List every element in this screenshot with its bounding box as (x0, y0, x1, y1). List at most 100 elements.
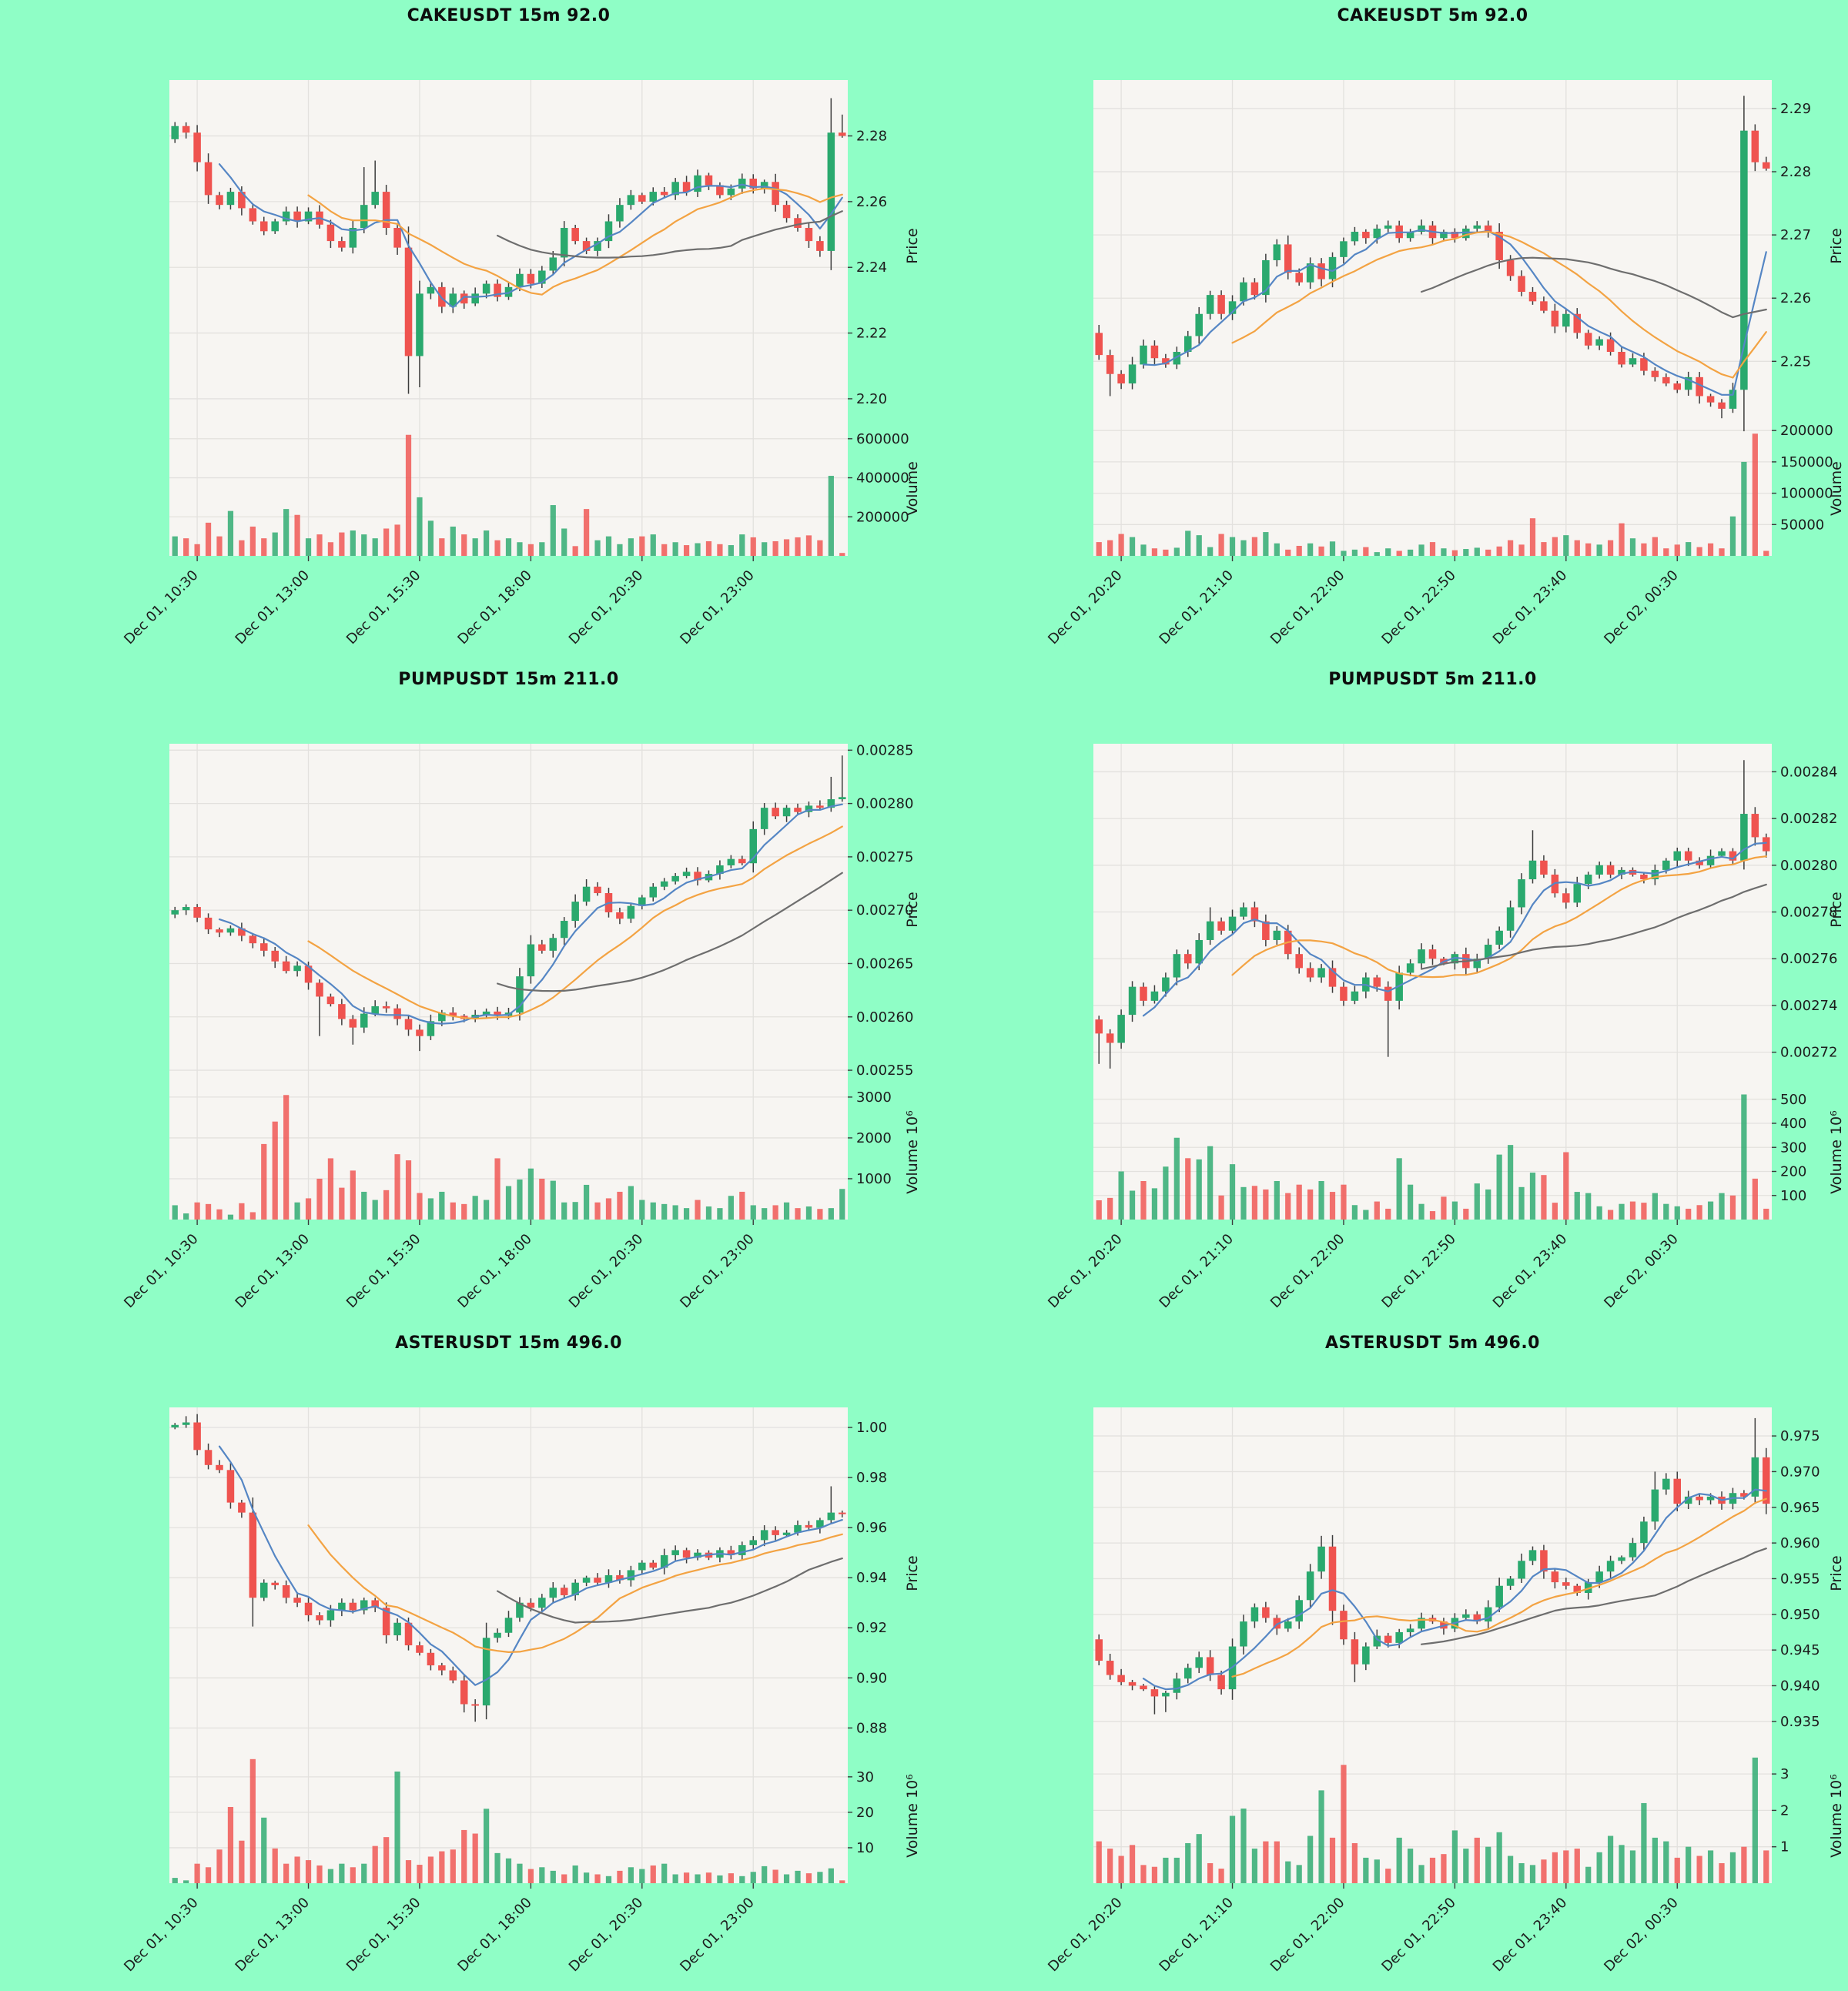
volume-bar (1096, 1841, 1102, 1883)
volume-bar (183, 1880, 189, 1883)
volume-bar (205, 1867, 212, 1883)
volume-bar (605, 1198, 612, 1220)
chart-title: ASTERUSDT 15m 496.0 (395, 1333, 622, 1353)
volume-bar (1629, 1201, 1636, 1220)
candle-body (1506, 259, 1515, 276)
candle-body (404, 1622, 413, 1646)
candle-body (516, 1602, 524, 1618)
volume-bar (1118, 1855, 1124, 1883)
candle-body (1317, 968, 1325, 978)
candle-body (1373, 1635, 1381, 1647)
price-tick-label: 0.00280 (856, 796, 913, 812)
volume-bar (1196, 1834, 1202, 1883)
candle-body (1495, 1585, 1503, 1608)
volume-bar (1351, 1205, 1358, 1220)
x-tick-label: Dec 01, 23:00 (677, 1231, 757, 1311)
volume-bar (305, 1860, 312, 1883)
candle-body (316, 1615, 323, 1621)
candle-body (427, 1652, 435, 1666)
candle-body (293, 1598, 301, 1603)
volume-bar (728, 1873, 734, 1883)
ma-line-mid (1231, 1497, 1767, 1678)
volume-bar (1240, 540, 1247, 556)
candle-body (616, 1574, 624, 1581)
candle-body (1551, 1571, 1559, 1583)
candle-body (1273, 1618, 1281, 1629)
volume-bar (1663, 1203, 1669, 1220)
price-tick-label: 0.970 (1780, 1464, 1820, 1480)
candle-body (638, 195, 646, 202)
volume-bar (1173, 1137, 1180, 1220)
candle-body (182, 1422, 190, 1425)
volume-bar (1619, 523, 1625, 556)
volume-bar (1518, 1862, 1525, 1883)
candles-layer (171, 1414, 846, 1722)
volume-bar (839, 1189, 845, 1220)
candle-body (1317, 1546, 1325, 1572)
volume-bar (439, 538, 445, 556)
candle-body (226, 1470, 235, 1503)
candle-body (1451, 954, 1459, 964)
volume-bar (205, 522, 212, 556)
volume-bar (583, 1872, 590, 1883)
volume-bar (1318, 546, 1324, 556)
price-tick-label: 0.00284 (1780, 764, 1837, 780)
candle-body (504, 1618, 513, 1633)
candle-body (504, 286, 513, 297)
chart-canvas: 0.935 0.940 0.945 0.950 0.955 0.960 0.965 0.970… (1045, 1407, 1845, 1975)
volume-bar (1663, 548, 1669, 556)
volume-bar (750, 537, 756, 556)
volume-bar (1496, 1154, 1502, 1220)
volume-bar (1385, 548, 1391, 556)
candle-body (1173, 954, 1181, 978)
volume-bar (817, 1209, 823, 1220)
candle-body (494, 1632, 501, 1638)
volume-bar (1696, 547, 1702, 556)
candle-body (393, 1008, 401, 1019)
candle-body (1751, 1457, 1759, 1497)
volume-bar (1408, 1849, 1414, 1883)
candle-body (1240, 907, 1247, 917)
volume-bar (1729, 1195, 1736, 1220)
volume-bar (1574, 1192, 1580, 1220)
volume-bar (1451, 1201, 1458, 1220)
volume-bar (194, 1202, 200, 1220)
volume-bar (239, 1840, 245, 1883)
volume-bar (1529, 1865, 1536, 1883)
volume-bar (817, 1872, 823, 1883)
chart-canvas: 0.00255 0.00260 0.00265 0.00270 0.00275 0.002… (121, 742, 921, 1311)
candle-body (382, 1608, 390, 1636)
candle-body (627, 905, 635, 919)
candle-body (1095, 1639, 1103, 1661)
candle-body (1573, 1585, 1582, 1593)
candle-body (1128, 986, 1137, 1016)
price-axis-label: Price (1828, 228, 1845, 263)
candle-body (471, 1704, 479, 1706)
volume-bar (227, 1806, 234, 1883)
volume-bar (1251, 1849, 1258, 1883)
volume-bar (1163, 1857, 1169, 1883)
candle-body (649, 886, 658, 898)
candle-body (216, 1464, 223, 1471)
candle-body (760, 182, 768, 189)
candle-body (1696, 376, 1703, 397)
candle-body (794, 1524, 802, 1533)
candle-body (594, 886, 601, 894)
volume-bar (550, 1870, 556, 1883)
volume-bar (517, 542, 523, 556)
volume-bar (1307, 543, 1314, 556)
x-tick-label: Dec 01, 13:00 (233, 567, 313, 647)
volume-bar (316, 1865, 323, 1883)
candle-body (482, 1011, 490, 1016)
volume-bar (1641, 1203, 1647, 1220)
volume-bar (372, 1200, 378, 1220)
x-tick-label: Dec 01, 10:30 (121, 1231, 201, 1311)
volume-bar (1351, 549, 1358, 556)
ma-line-slow (1420, 883, 1767, 970)
candle-body (760, 1530, 768, 1541)
volume-bar (1118, 1171, 1124, 1220)
candle-body (560, 921, 568, 939)
x-tick-label: Dec 01, 21:10 (1157, 567, 1237, 647)
volume-bar (1563, 1152, 1569, 1220)
volume-bar (305, 1198, 312, 1220)
